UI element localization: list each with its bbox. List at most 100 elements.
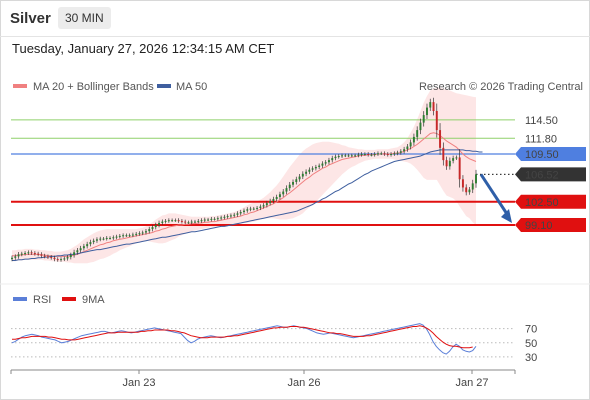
- candle-body: [324, 162, 327, 164]
- candle-body: [177, 220, 180, 222]
- level-label-106.52: 106.52: [525, 169, 559, 181]
- candle-body: [399, 151, 402, 153]
- candle-body: [86, 244, 89, 247]
- price-level-labels: 114.50 111.80 109.50 106.52 102.50 99.10: [515, 115, 586, 232]
- rsi-ma-line: [12, 325, 473, 349]
- candle-body: [167, 220, 170, 222]
- forecast-arrow-head: [501, 209, 512, 223]
- candle-body: [301, 173, 304, 177]
- candle-body: [11, 257, 13, 260]
- candle-body: [292, 181, 294, 185]
- rsi-legend-label: RSI: [33, 294, 51, 306]
- bollinger-band-layer: [12, 87, 476, 264]
- candle-body: [161, 221, 164, 223]
- level-tag-109.50: [515, 147, 586, 161]
- candle-body: [229, 215, 232, 217]
- candle-body: [416, 130, 419, 137]
- candle-body: [445, 160, 448, 167]
- timeframe-button[interactable]: 30 MIN: [58, 7, 111, 29]
- candle-body: [468, 189, 471, 193]
- bollinger-band-fill: [12, 87, 476, 264]
- candle-body: [76, 250, 79, 253]
- candle-body: [458, 157, 461, 180]
- candle-body: [92, 240, 95, 243]
- candle-body: [122, 235, 125, 237]
- candle-body: [203, 219, 206, 221]
- candle-body: [341, 155, 344, 157]
- candle-body: [17, 254, 20, 257]
- symbol-title: Silver: [10, 10, 51, 27]
- candle-body: [406, 146, 409, 150]
- candle-body: [285, 188, 288, 192]
- candle-body: [50, 257, 53, 259]
- candle-body: [138, 233, 141, 235]
- candle-body: [164, 220, 167, 222]
- candle-body: [95, 239, 98, 241]
- candle-body: [69, 255, 72, 258]
- candle-body: [220, 217, 223, 219]
- candle-body: [223, 216, 226, 218]
- candle-body: [73, 252, 76, 256]
- candle-body: [269, 201, 272, 204]
- candle-body: [272, 199, 275, 202]
- candle-body: [53, 257, 56, 260]
- candle-body: [305, 171, 308, 174]
- candle-body: [419, 122, 422, 131]
- candle-body: [158, 222, 161, 225]
- candle-body: [131, 234, 134, 236]
- candle-body: [295, 179, 298, 182]
- candle-body: [46, 256, 49, 258]
- candle-body: [321, 163, 324, 166]
- rsi-line: [11, 323, 477, 355]
- candle-body: [318, 165, 321, 167]
- level-tag-102.50: [515, 194, 586, 209]
- candle-body: [403, 149, 406, 152]
- ma20-legend-swatch: [13, 84, 27, 88]
- candle-body: [40, 254, 43, 256]
- candle-body: [30, 252, 33, 254]
- candle-body: [370, 154, 373, 156]
- candle-body: [236, 213, 239, 215]
- candle-body: [383, 153, 386, 155]
- candle-body: [426, 107, 428, 116]
- candle-body: [144, 231, 147, 233]
- candle-body: [360, 154, 363, 155]
- candle-body: [259, 206, 262, 208]
- candle-body: [105, 237, 108, 239]
- candle-body: [190, 221, 193, 223]
- level-label-114.50: 114.50: [525, 115, 558, 127]
- candle-body: [184, 221, 187, 223]
- level-label-102.50: 102.50: [525, 197, 559, 209]
- candle-body: [471, 183, 474, 190]
- candle-body: [210, 218, 213, 220]
- level-label-111.80: 111.80: [525, 133, 557, 145]
- candle-body: [151, 227, 154, 230]
- ma20-line: [12, 132, 477, 257]
- candle-body: [448, 160, 451, 167]
- candle-body: [461, 179, 464, 188]
- candle-body: [278, 194, 281, 198]
- candle-body: [354, 155, 357, 157]
- price-levels-layer: [11, 119, 515, 226]
- candle-body: [89, 242, 92, 245]
- candle-body: [56, 259, 59, 261]
- candle-body: [373, 154, 376, 155]
- ma50-legend-label: MA 50: [176, 81, 207, 93]
- candle-body: [256, 207, 259, 209]
- candle-body: [376, 153, 379, 155]
- x-tick-label-1: Jan 26: [287, 377, 320, 389]
- candle-body: [207, 219, 210, 221]
- candle-body: [412, 136, 415, 143]
- research-credit: Research © 2026 Trading Central: [419, 81, 583, 93]
- candle-body: [475, 174, 477, 184]
- ma20-legend-label: MA 20 + Bollinger Bands: [33, 81, 154, 93]
- candle-body: [357, 154, 360, 156]
- candle-body: [200, 220, 203, 222]
- candle-body: [308, 169, 311, 172]
- candle-body: [180, 220, 183, 222]
- candle-body: [439, 130, 442, 148]
- rsi-tick-50: 50: [525, 338, 537, 350]
- candle-body: [135, 233, 138, 235]
- candle-body: [465, 187, 468, 193]
- level-label-109.50: 109.50: [525, 149, 559, 161]
